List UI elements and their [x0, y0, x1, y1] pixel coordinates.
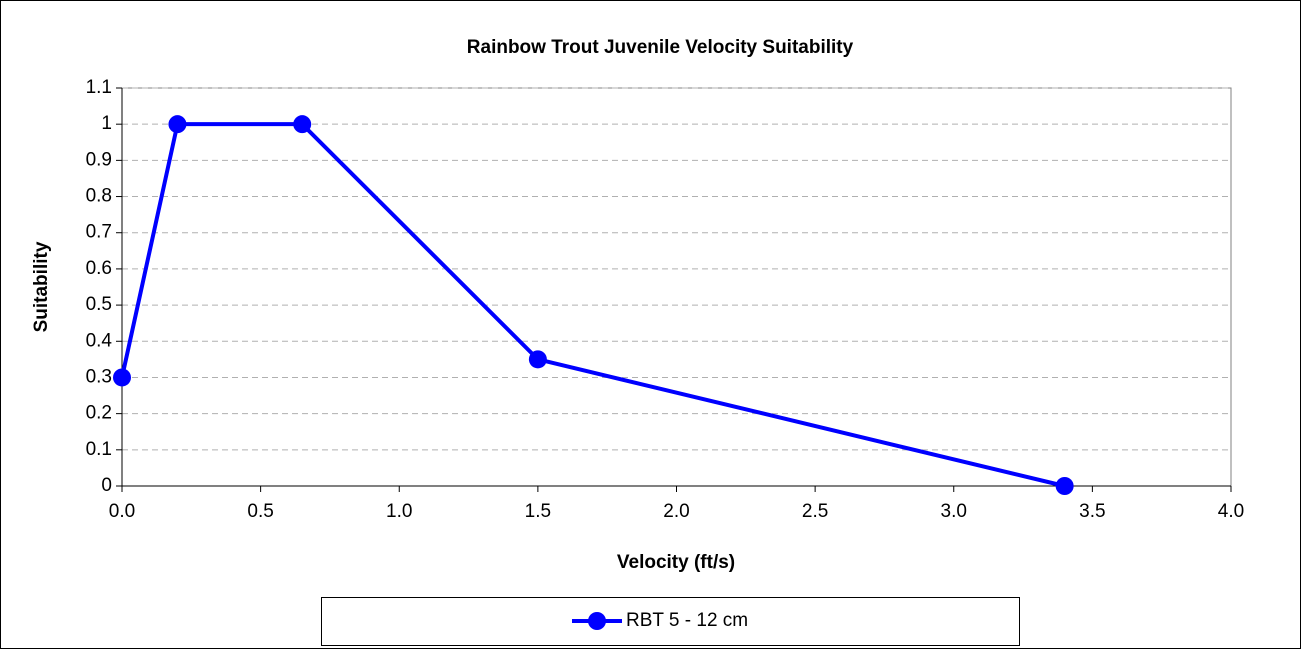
- y-tick-label: 0.6: [86, 258, 112, 279]
- x-tick-label: 0.0: [109, 501, 135, 522]
- y-tick-label: 0.2: [86, 403, 112, 424]
- legend-box: [321, 597, 1020, 646]
- y-axis-label: Suitability: [31, 241, 52, 332]
- x-axis-label: Velocity (ft/s): [617, 552, 735, 573]
- y-tick-label: 0.5: [86, 294, 112, 315]
- y-tick-label: 0.4: [86, 330, 113, 351]
- data-point: [528, 350, 547, 369]
- data-point: [293, 115, 312, 134]
- legend-label: RBT 5 - 12 cm: [626, 610, 748, 631]
- y-tick-label: 0.7: [86, 222, 112, 243]
- y-tick-label: 0.3: [86, 366, 112, 387]
- y-tick-label: 0: [101, 475, 112, 496]
- y-tick-label: 1: [101, 113, 112, 134]
- y-tick-label: 0.9: [86, 149, 112, 170]
- legend-marker: [588, 612, 606, 630]
- plot-area: [121, 87, 1232, 487]
- x-tick-label: 3.5: [1079, 501, 1105, 522]
- x-tick-label: 1.0: [386, 501, 412, 522]
- data-point: [113, 368, 131, 387]
- x-tick-label: 1.5: [525, 501, 551, 522]
- x-tick-label: 2.0: [663, 501, 689, 522]
- data-point: [168, 115, 187, 134]
- x-tick-label: 0.5: [247, 501, 273, 522]
- y-tick-label: 0.1: [86, 439, 112, 460]
- chart-title: Rainbow Trout Juvenile Velocity Suitabil…: [467, 37, 854, 58]
- y-tick-label: 0.8: [86, 186, 112, 207]
- y-tick-label: 1.1: [86, 77, 112, 98]
- data-point: [1055, 477, 1074, 495]
- x-tick-label: 4.0: [1218, 501, 1244, 522]
- x-tick-label: 3.0: [941, 501, 967, 522]
- x-tick-label: 2.5: [802, 501, 828, 522]
